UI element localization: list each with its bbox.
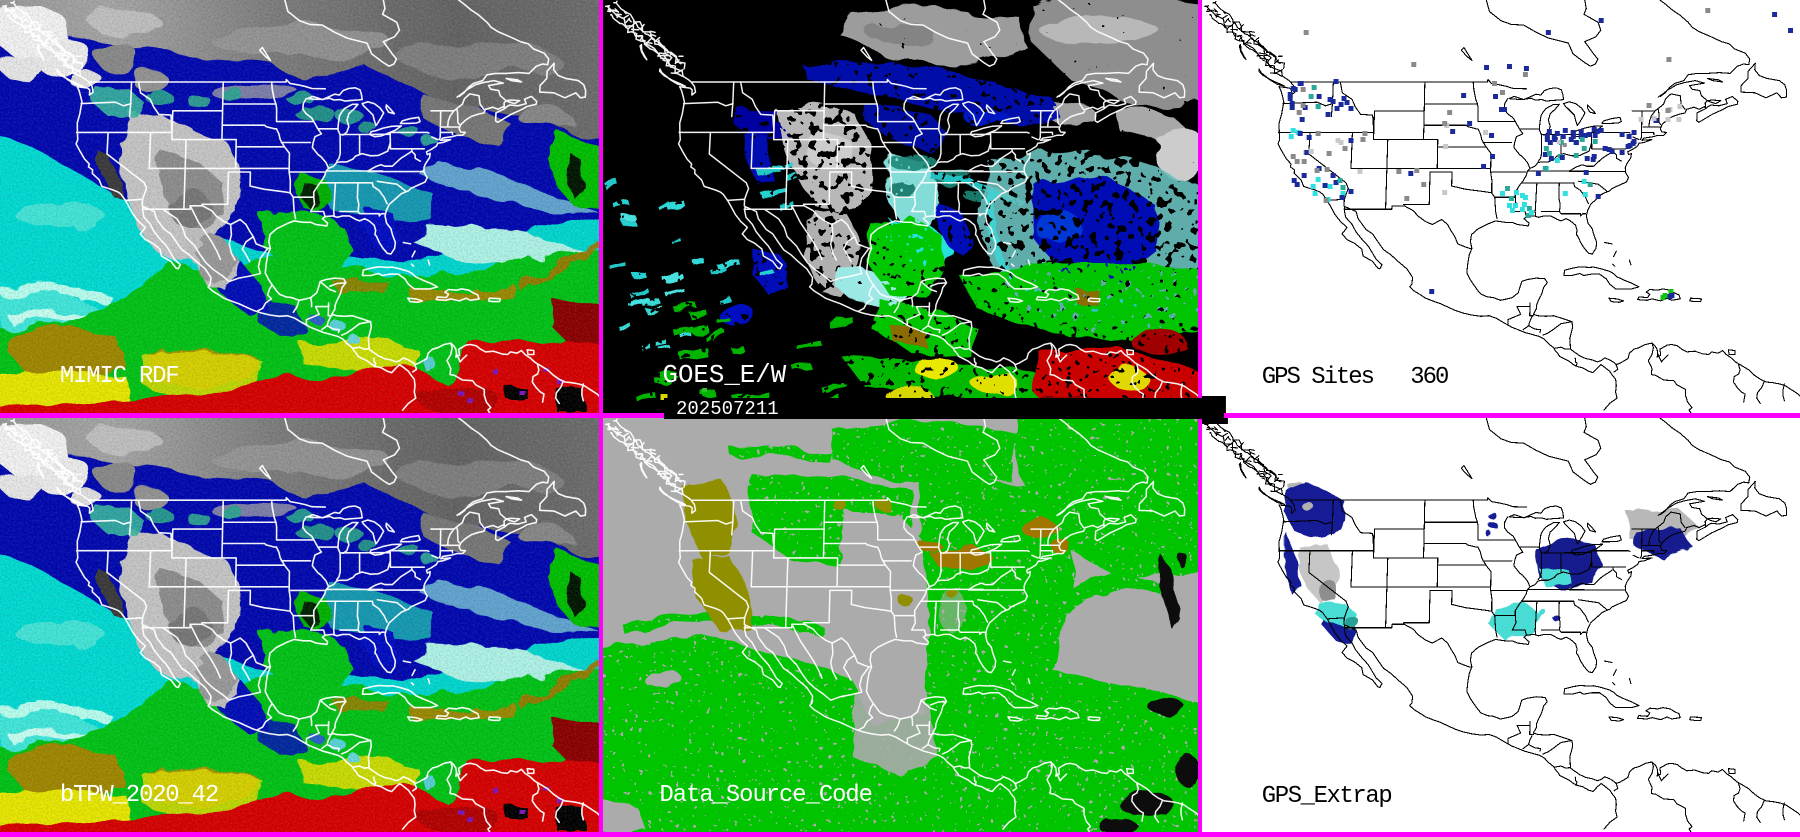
svg-text:Data_Source_Code: Data_Source_Code — [660, 782, 872, 809]
svg-text:202507211: 202507211 — [676, 398, 779, 420]
svg-text:GPS_Extrap: GPS_Extrap — [1262, 783, 1391, 810]
svg-text:360: 360 — [1410, 364, 1448, 391]
svg-text:bTPW_2020_42: bTPW_2020_42 — [60, 782, 218, 809]
svg-text:GOES_E/W: GOES_E/W — [663, 360, 787, 390]
svg-text:GPS Sites: GPS Sites — [1262, 364, 1374, 391]
svg-text:MIMIC RDF: MIMIC RDF — [60, 363, 179, 390]
